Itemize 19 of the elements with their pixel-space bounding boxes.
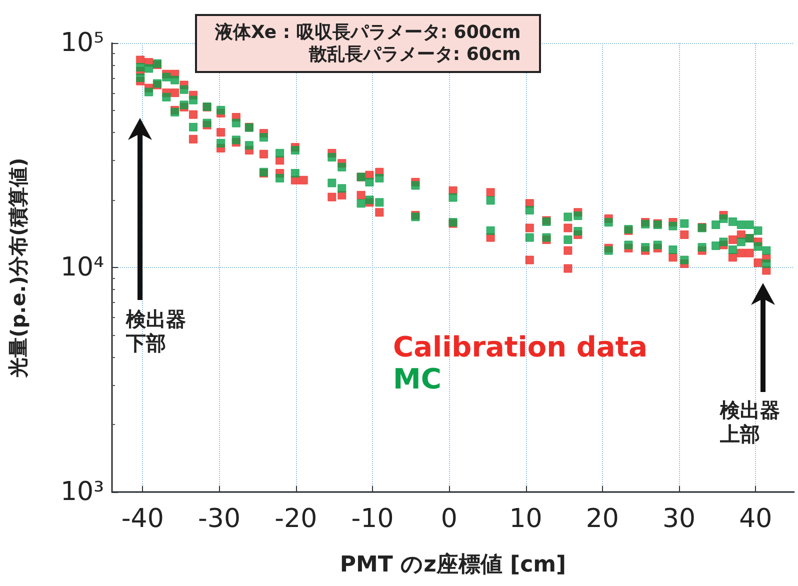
annotation: 検出器上部 [720,398,781,446]
y-axis-title: 光量(p.e.)分布(積算値) [6,158,30,378]
x-tick-label: 0 [440,504,458,534]
y-tick-label: 10³ [60,477,104,507]
x-tick-label: -20 [274,504,318,534]
y-tick-label: 10⁵ [60,28,104,58]
annotation: 液体Xe : 吸収長パラメータ: 600cm 散乱長パラメータ: 60cm [195,14,541,74]
text: Calibration data [393,330,648,364]
x-tick-label: 40 [739,504,772,534]
x-tick-label: -40 [121,504,164,534]
x-tick-label: 10 [509,504,542,534]
text: MC [393,362,442,396]
x-tick-label: 20 [586,504,619,534]
x-tick-label: 30 [662,504,696,534]
x-tick-label: -30 [198,504,241,534]
y-tick-label: 10⁴ [60,252,104,282]
annotation: 検出器下部 [126,307,187,355]
x-tick-label: -10 [351,504,394,534]
x-axis-title: PMT のz座標値 [cm] [340,552,566,578]
